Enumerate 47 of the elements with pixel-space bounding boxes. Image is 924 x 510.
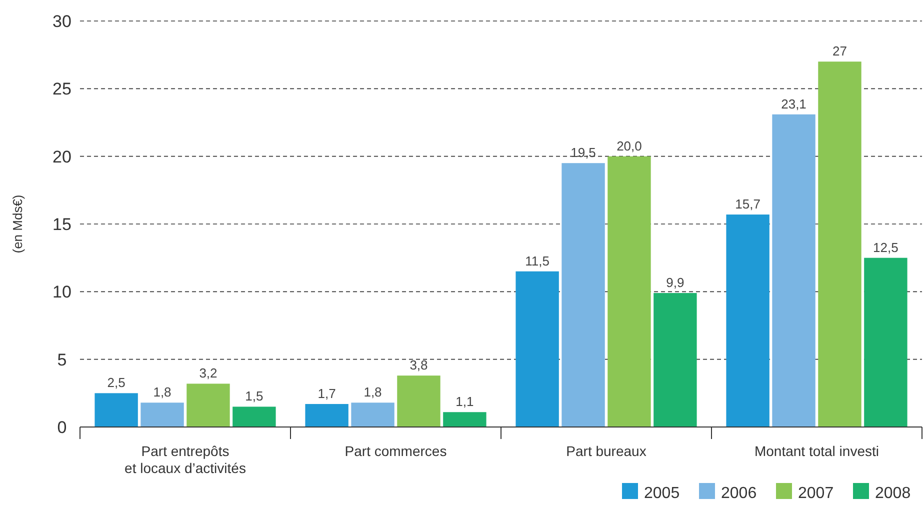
legend-label: 2007 (798, 485, 834, 502)
data-label: 1,7 (318, 386, 336, 401)
x-tick-label: Part entrepôts et locaux d’activités (124, 443, 246, 476)
bar (818, 62, 862, 427)
data-label: 15,7 (735, 196, 760, 212)
bar (140, 402, 184, 427)
y-tick-label: 10 (52, 282, 72, 302)
data-label: 20,0 (616, 138, 642, 154)
data-label: 27 (832, 44, 847, 59)
y-tick-label: 25 (52, 80, 72, 99)
bar (305, 404, 348, 427)
bar (772, 114, 816, 427)
bar (864, 258, 908, 427)
y-tick-label: 20 (52, 147, 72, 166)
data-label: 11,5 (525, 253, 550, 268)
data-label: 9,9 (666, 275, 684, 290)
x-tick-label: Part bureaux (566, 443, 646, 459)
bar (232, 406, 276, 427)
bar (186, 384, 230, 427)
legend-label: 2005 (644, 485, 680, 502)
bar (726, 214, 770, 427)
data-label: 1,8 (153, 384, 172, 400)
data-label: 2,5 (107, 375, 126, 390)
x-tick-label: Montant total investi (754, 443, 880, 459)
legend-label: 2006 (721, 485, 757, 502)
x-tick-label: Part commerces (344, 443, 447, 459)
data-label: 1,8 (364, 384, 382, 400)
y-tick-label: 15 (52, 214, 72, 234)
data-label: 1,5 (245, 388, 264, 404)
bar (94, 393, 138, 427)
bar (351, 402, 394, 427)
bar (654, 293, 697, 427)
data-label: 12,5 (873, 240, 898, 255)
bar (562, 163, 605, 427)
data-label: 1,1 (456, 394, 474, 410)
y-tick-label: 30 (52, 12, 72, 31)
data-label: 3,2 (199, 366, 218, 381)
bar (608, 156, 651, 427)
y-tick-label: 5 (57, 350, 67, 370)
legend-label: 2008 (875, 485, 911, 502)
data-label: 23,1 (781, 96, 806, 112)
bar (516, 271, 559, 427)
bar (443, 412, 486, 427)
y-axis-title: (en Mds€) (10, 194, 25, 254)
bar (397, 376, 440, 427)
y-tick-label: 0 (57, 418, 67, 437)
data-label: 3,8 (410, 358, 428, 373)
